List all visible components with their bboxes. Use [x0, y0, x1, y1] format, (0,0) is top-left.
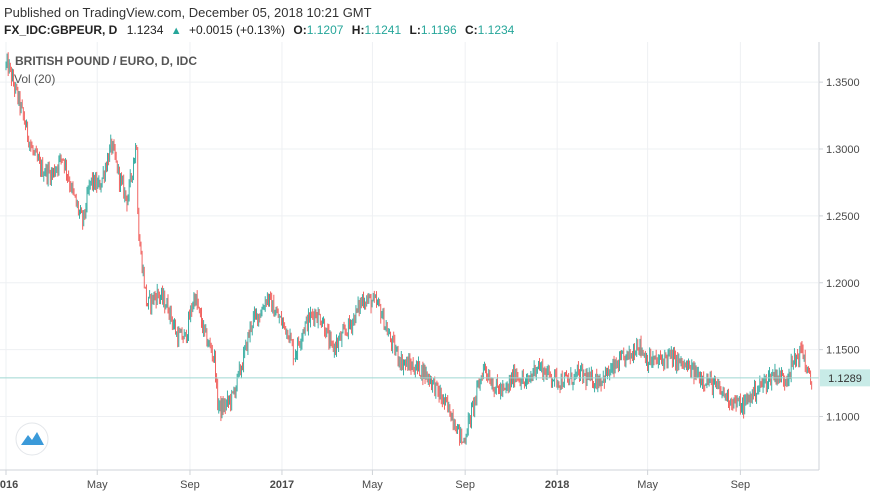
legend-title: BRITISH POUND / EURO, D, IDC [15, 54, 197, 68]
price-badge-label: 1.1289 [828, 373, 862, 385]
x-axis: 2016 May Sep 2017 May Sep 2018 May Sep [0, 470, 750, 491]
quote-line: FX_IDC:GBPEUR, D 1.1234 ▲ +0.0015 (+0.13… [4, 23, 514, 37]
x-tick-label: Sep [180, 479, 200, 491]
y-tick-label: 1.1500 [826, 345, 860, 357]
high-value: 1.1241 [364, 23, 402, 37]
y-tick-label: 1.2500 [826, 211, 860, 223]
close-value: 1.1234 [477, 23, 515, 37]
up-arrow-icon: ▲ [170, 25, 182, 37]
low-value: 1.1196 [420, 23, 457, 37]
published-line: Published on TradingView.com, December 0… [4, 5, 372, 20]
x-tick-label: 2017 [270, 479, 294, 491]
y-tick-label: 1.3500 [826, 77, 860, 89]
close-label: C: [464, 23, 478, 37]
y-tick-label: 1.1000 [826, 412, 860, 424]
x-tick-label: May [362, 479, 383, 491]
high-label: H: [351, 23, 365, 37]
x-tick-label: Sep [731, 479, 751, 491]
symbol-label: FX_IDC:GBPEUR, D [4, 23, 118, 37]
legend-volume: Vol (20) [14, 72, 55, 86]
price-change: +0.0015 (+0.13%) [188, 23, 286, 37]
price-badge-box [820, 369, 870, 387]
x-tick-label: May [637, 479, 658, 491]
open-label: O: [293, 23, 307, 37]
x-tick-label: 2016 [0, 479, 18, 491]
price-badge: 1.1289 [820, 369, 870, 387]
candlestick-series [5, 52, 813, 446]
x-tick-label: Sep [455, 479, 475, 491]
chart-grid [0, 42, 818, 470]
y-tick-label: 1.3000 [826, 144, 860, 156]
chart-header: Published on TradingView.com, December 0… [0, 0, 871, 42]
x-tick-label: May [87, 479, 108, 491]
y-tick-label: 1.2000 [826, 278, 860, 290]
tradingview-logo-icon[interactable] [15, 422, 49, 456]
x-tick-label: 2018 [545, 479, 569, 491]
low-label: L: [409, 23, 421, 37]
price-chart[interactable]: 1.3500 1.3000 1.2500 1.2000 1.1500 1.1000 201… [0, 42, 871, 503]
last-price: 1.1234 [126, 23, 164, 37]
y-axis: 1.3500 1.3000 1.2500 1.2000 1.1500 1.1000 [819, 77, 860, 424]
open-value: 1.1207 [306, 23, 344, 37]
